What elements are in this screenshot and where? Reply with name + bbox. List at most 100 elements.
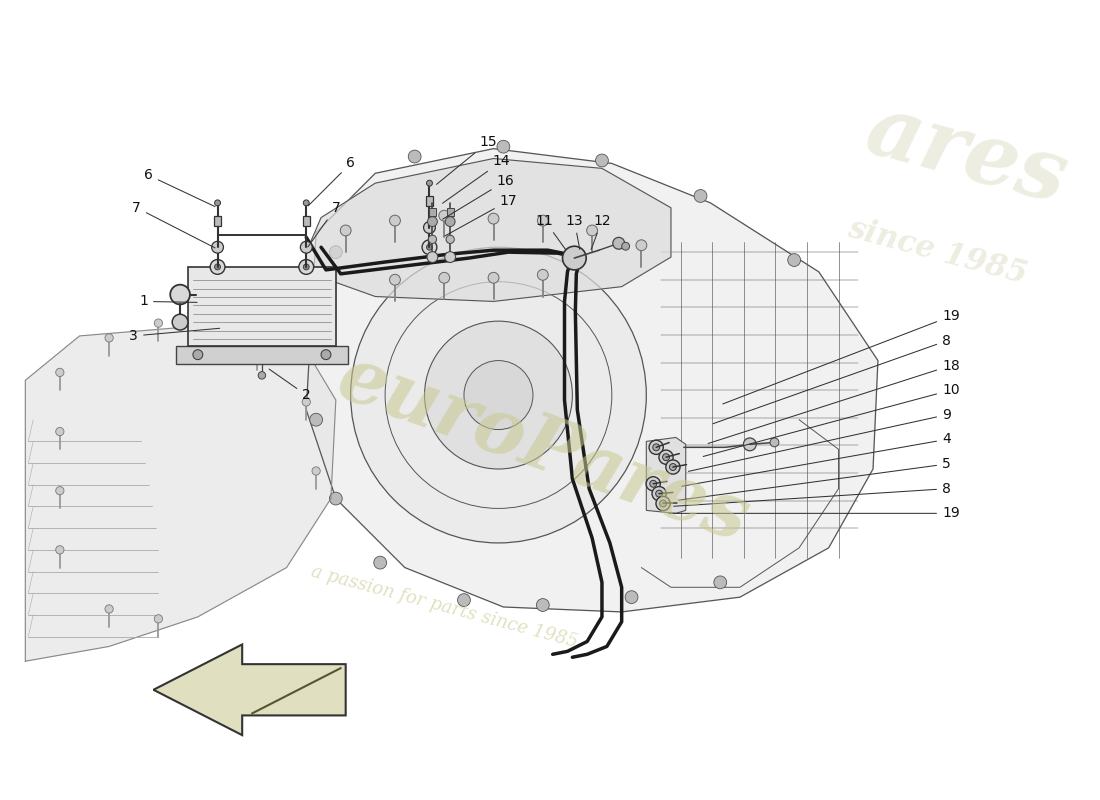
Circle shape <box>204 324 212 332</box>
Bar <box>447 208 453 216</box>
Circle shape <box>446 217 455 226</box>
Text: 3: 3 <box>130 328 220 343</box>
Circle shape <box>538 270 548 280</box>
Circle shape <box>652 444 660 450</box>
Circle shape <box>214 264 220 270</box>
Text: 13: 13 <box>565 214 583 250</box>
Circle shape <box>427 180 432 186</box>
Text: 1: 1 <box>140 294 197 309</box>
Polygon shape <box>306 158 671 302</box>
Circle shape <box>374 556 386 569</box>
Circle shape <box>104 605 113 613</box>
Circle shape <box>425 321 572 469</box>
Circle shape <box>210 259 224 274</box>
Circle shape <box>329 246 342 258</box>
Circle shape <box>428 217 438 226</box>
Text: 7: 7 <box>132 201 216 248</box>
Circle shape <box>670 463 676 470</box>
Circle shape <box>656 490 662 497</box>
Circle shape <box>304 200 309 206</box>
Text: 2: 2 <box>270 369 310 402</box>
Circle shape <box>650 480 657 487</box>
Circle shape <box>652 486 667 501</box>
Text: 17: 17 <box>444 194 517 236</box>
Circle shape <box>444 252 455 262</box>
Circle shape <box>389 274 400 285</box>
Circle shape <box>636 240 647 250</box>
Circle shape <box>310 414 322 426</box>
Circle shape <box>621 242 629 250</box>
Bar <box>426 196 433 206</box>
Circle shape <box>439 272 450 283</box>
Circle shape <box>389 215 400 226</box>
Circle shape <box>659 450 673 464</box>
Polygon shape <box>306 149 878 612</box>
Circle shape <box>351 247 647 543</box>
Text: 12: 12 <box>591 214 611 250</box>
Circle shape <box>312 467 320 475</box>
Circle shape <box>300 242 312 253</box>
Circle shape <box>211 242 223 253</box>
Circle shape <box>56 427 64 436</box>
Text: 6: 6 <box>144 168 214 206</box>
Text: 18: 18 <box>708 358 960 443</box>
Circle shape <box>488 272 499 283</box>
Circle shape <box>446 235 454 243</box>
Circle shape <box>299 259 314 274</box>
Text: 8: 8 <box>713 334 950 424</box>
Circle shape <box>662 454 670 461</box>
Circle shape <box>192 350 202 359</box>
Polygon shape <box>647 438 685 514</box>
Circle shape <box>56 486 64 495</box>
Text: euroPares: euroPares <box>327 341 759 558</box>
Polygon shape <box>154 645 345 735</box>
Circle shape <box>428 235 437 243</box>
Circle shape <box>538 215 548 226</box>
Text: 6: 6 <box>308 157 355 206</box>
Circle shape <box>173 314 188 330</box>
Circle shape <box>302 398 310 406</box>
Circle shape <box>586 225 597 236</box>
Bar <box>188 267 336 346</box>
Circle shape <box>104 334 113 342</box>
Text: 10: 10 <box>703 383 959 457</box>
Circle shape <box>56 546 64 554</box>
Bar <box>302 216 310 226</box>
Text: a passion for parts since 1985: a passion for parts since 1985 <box>309 562 580 651</box>
Circle shape <box>744 438 756 450</box>
Text: ares: ares <box>857 87 1076 220</box>
Text: 16: 16 <box>442 174 514 219</box>
Circle shape <box>497 140 509 153</box>
Text: 19: 19 <box>669 506 960 520</box>
Text: 9: 9 <box>689 408 950 471</box>
Circle shape <box>666 460 680 474</box>
Circle shape <box>656 496 670 510</box>
Circle shape <box>464 361 534 430</box>
Polygon shape <box>25 326 336 662</box>
Circle shape <box>340 225 351 236</box>
Circle shape <box>154 614 163 623</box>
Circle shape <box>714 576 727 589</box>
Text: since 1985: since 1985 <box>844 214 1031 291</box>
Circle shape <box>329 492 342 505</box>
Circle shape <box>788 254 801 266</box>
Circle shape <box>646 477 660 491</box>
Circle shape <box>613 238 625 249</box>
Circle shape <box>258 372 265 379</box>
Circle shape <box>154 319 163 327</box>
Bar <box>429 208 436 216</box>
Circle shape <box>427 252 438 262</box>
Circle shape <box>694 190 707 202</box>
Circle shape <box>660 500 667 507</box>
Bar <box>213 216 221 226</box>
Text: 7: 7 <box>308 201 340 247</box>
Circle shape <box>649 440 663 454</box>
Text: 11: 11 <box>536 214 565 250</box>
Circle shape <box>458 594 471 606</box>
Circle shape <box>770 438 779 447</box>
Circle shape <box>170 285 190 304</box>
Text: 15: 15 <box>437 134 497 184</box>
Circle shape <box>439 210 450 221</box>
Circle shape <box>562 246 586 270</box>
Circle shape <box>625 590 638 603</box>
